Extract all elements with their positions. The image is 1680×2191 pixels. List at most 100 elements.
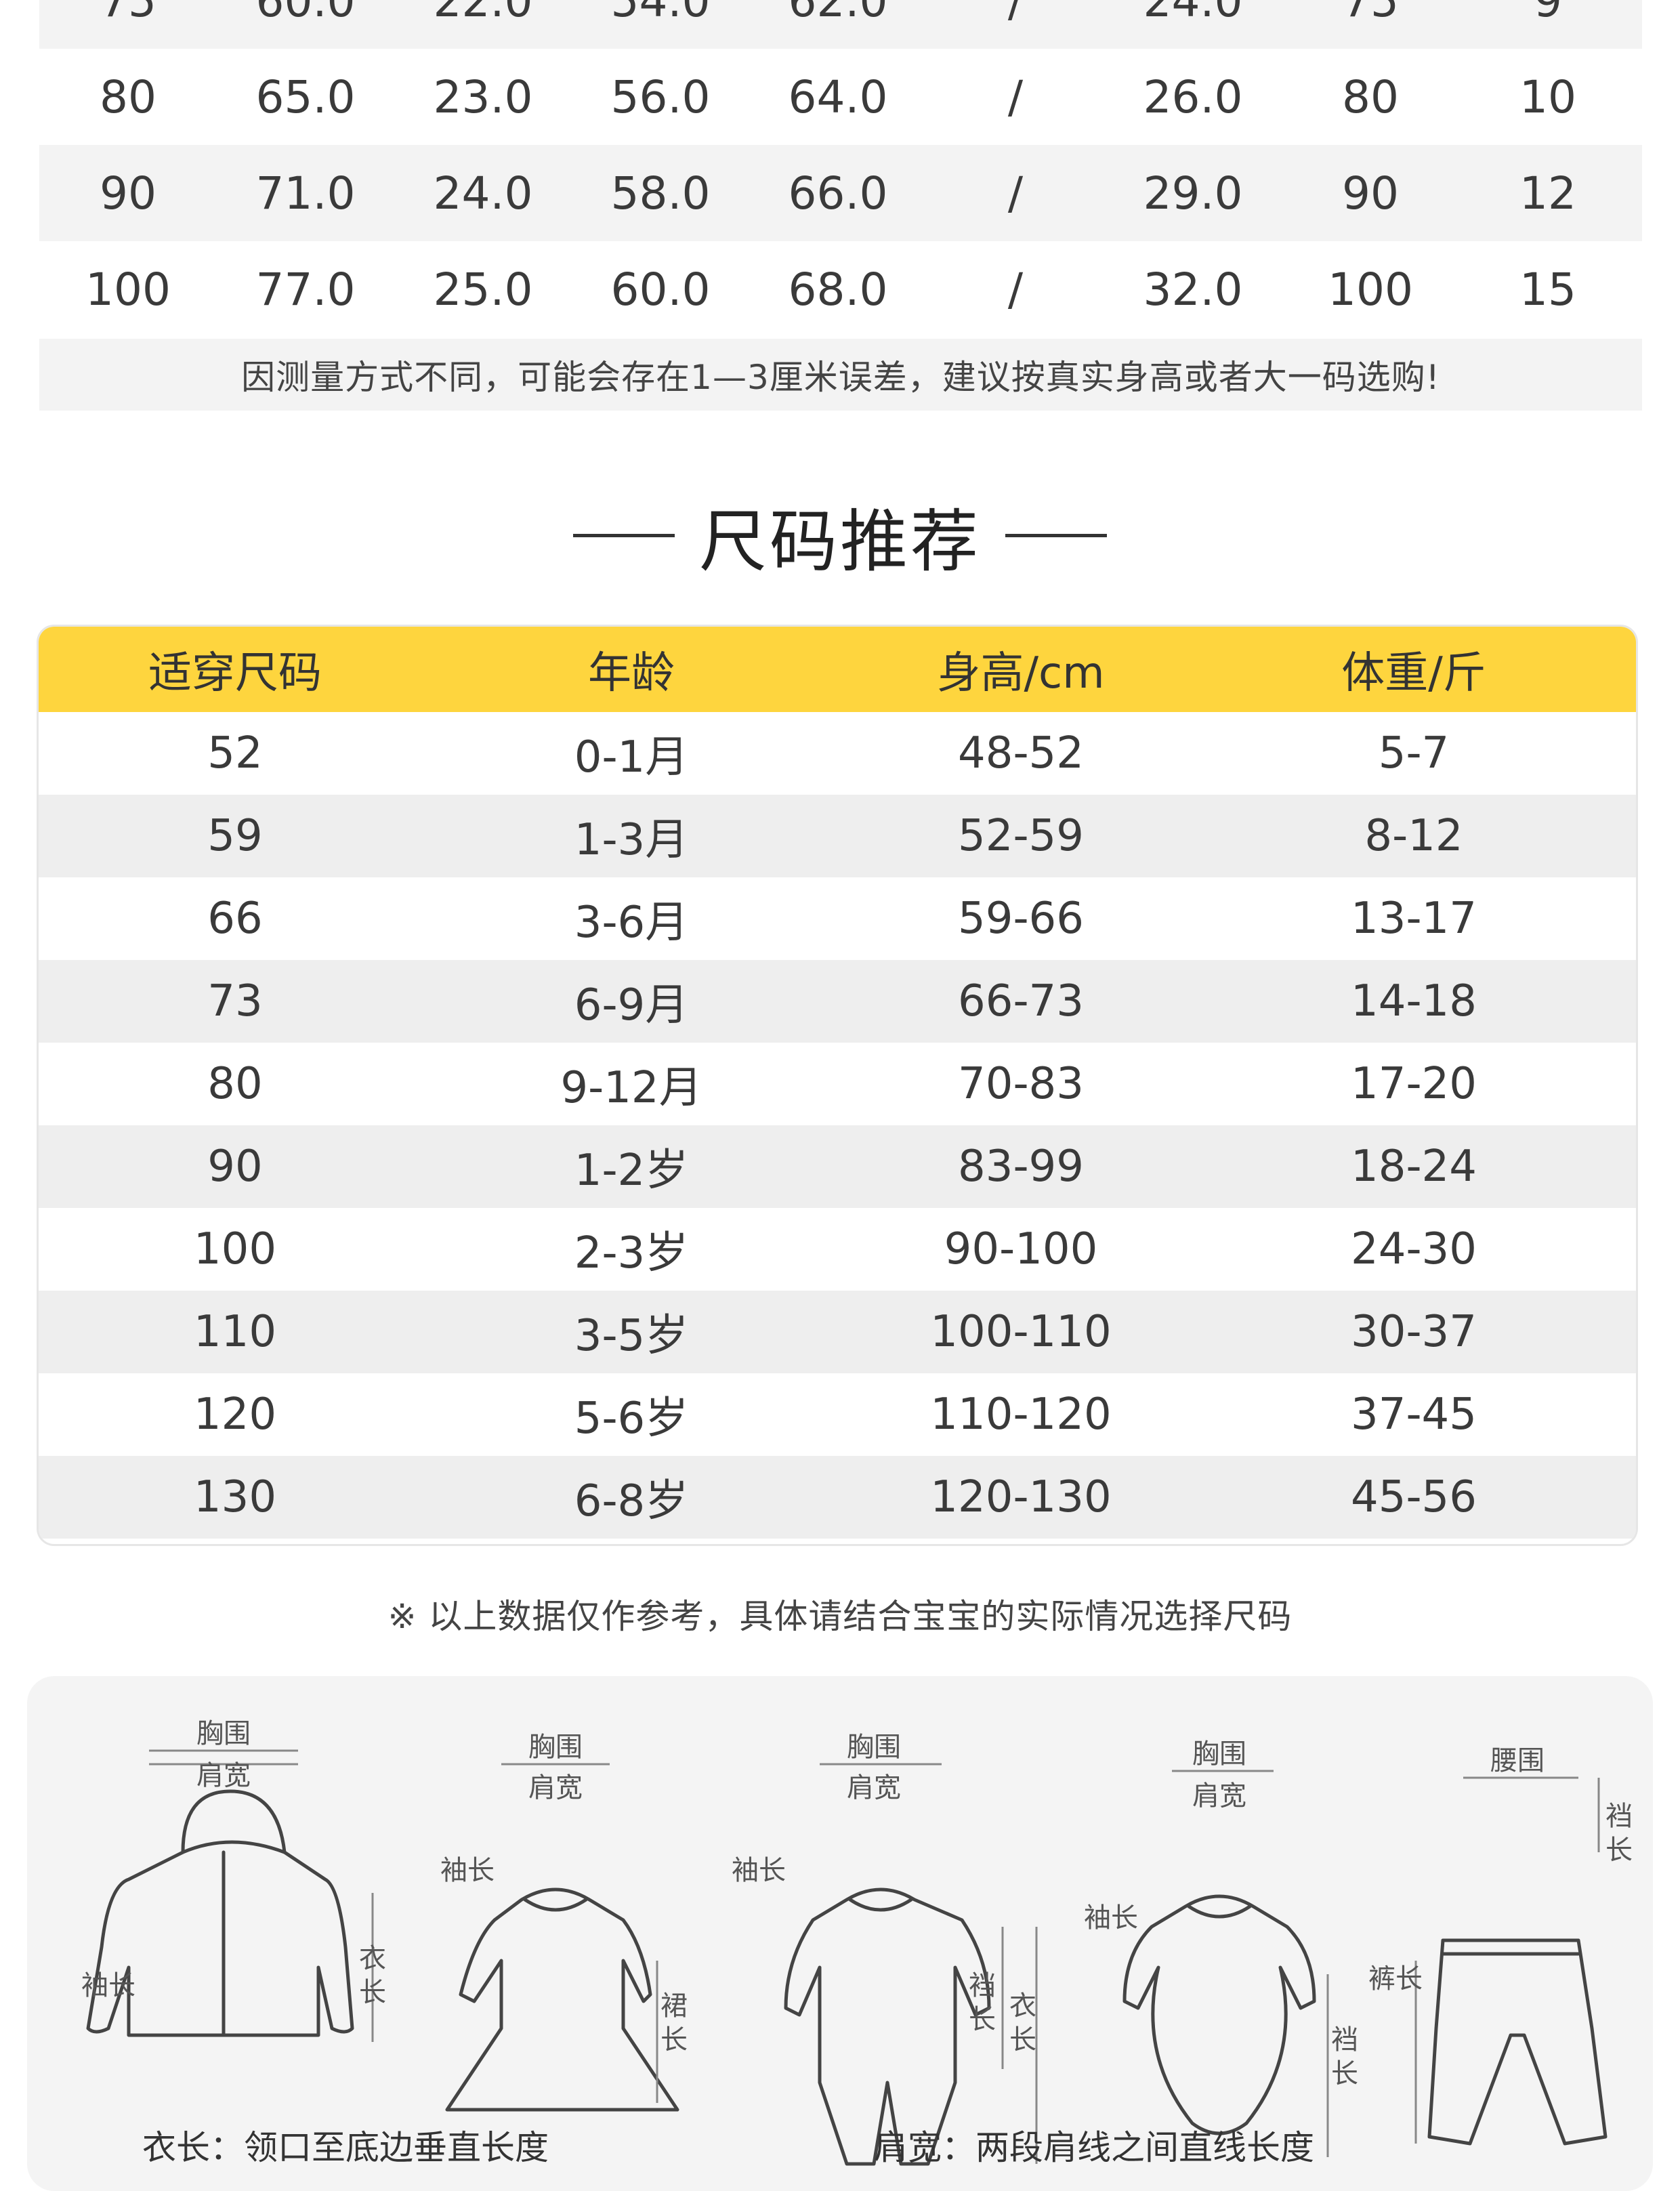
label-crotch: 长 <box>969 2004 996 2035</box>
table-cell: 1-2岁 <box>574 1146 689 1196</box>
label-chest: 胸围 <box>1192 1738 1246 1770</box>
table-cell: 6-9月 <box>574 980 689 1030</box>
header-cell: 年龄 <box>588 648 675 698</box>
table-cell: 17-20 <box>1351 1059 1477 1109</box>
table-row: 80 9-12月 70-83 17-20 <box>39 1043 1636 1125</box>
table-cell: 1-3月 <box>574 815 689 865</box>
table-cell: 32.0 <box>1143 263 1243 316</box>
label-chest: 胸围 <box>196 1718 251 1749</box>
size-recommendation-table: 适穿尺码 年龄 身高/cm 体重/斤 52 0-1月 48-52 5-7 59 1-3月 5… <box>37 625 1638 1546</box>
measurement-table: 75 60.0 22.0 54.0 62.0 / 24.0 75 9 80 65… <box>39 0 1642 337</box>
header-cell: 体重/斤 <box>1341 648 1486 698</box>
label-sleeve: 袖长 <box>732 1855 786 1886</box>
table-cell: / <box>1007 0 1024 27</box>
label-crotch: 裆 <box>969 1970 996 2001</box>
measurement-diagrams: 胸围 肩宽 袖长 衣 长 胸围 肩宽 袖长 裙 长 胸围 肩宽 袖长 裆 长 衣… <box>27 1676 1653 2191</box>
table-cell: 29.0 <box>1143 167 1243 220</box>
table-body: 52 0-1月 48-52 5-7 59 1-3月 52-59 8-12 66 3-6月 59-66… <box>39 712 1636 1539</box>
section-title-text: 尺码推荐 <box>699 501 981 581</box>
label-skirt: 长 <box>660 2024 688 2056</box>
table-cell: 66 <box>207 894 263 944</box>
table-row: 52 0-1月 48-52 5-7 <box>39 712 1636 795</box>
section-title: 尺码推荐 <box>0 488 1680 583</box>
label-shoulder: 肩宽 <box>1192 1780 1246 1812</box>
table-cell: 22.0 <box>433 0 533 27</box>
table-cell: 90 <box>207 1142 263 1192</box>
label-shoulder: 肩宽 <box>847 1772 901 1803</box>
table-cell: 80 <box>207 1059 263 1109</box>
table-cell: 60.0 <box>610 263 711 316</box>
table-cell: 100 <box>85 263 171 316</box>
table-cell: 110 <box>193 1307 277 1357</box>
table-cell: 18-24 <box>1351 1142 1477 1192</box>
table-cell: 48-52 <box>958 728 1084 778</box>
table-row: 120 5-6岁 110-120 37-45 <box>39 1373 1636 1456</box>
table-cell: / <box>1007 70 1024 123</box>
label-chest: 胸围 <box>847 1732 901 1763</box>
table-cell: 15 <box>1519 263 1576 316</box>
label-sleeve: 袖长 <box>81 1970 135 2001</box>
table-cell: 14-18 <box>1351 976 1477 1026</box>
table-cell: 23.0 <box>433 70 533 123</box>
table-cell: 62.0 <box>788 0 888 27</box>
table-cell: / <box>1007 167 1024 220</box>
table-cell: 37-45 <box>1351 1390 1477 1440</box>
table-cell: 3-6月 <box>574 898 689 948</box>
label-waist: 腰围 <box>1490 1745 1545 1776</box>
table-cell: 0-1月 <box>574 732 689 782</box>
title-divider-right <box>1005 533 1107 537</box>
table-cell: 90 <box>100 167 156 220</box>
table-row: 73 6-9月 66-73 14-18 <box>39 960 1636 1043</box>
table-cell: 66.0 <box>788 167 888 220</box>
table-cell: 65.0 <box>255 70 356 123</box>
table-cell: 110-120 <box>930 1390 1112 1440</box>
table-cell: 59-66 <box>958 894 1084 944</box>
label-pants-length: 裤长 <box>1368 1963 1423 1995</box>
table-cell: 80 <box>1342 70 1399 123</box>
table-cell: 64.0 <box>788 70 888 123</box>
table-cell: 71.0 <box>255 167 356 220</box>
label-crotch: 长 <box>1331 2058 1358 2089</box>
label-crotch: 长 <box>1605 1835 1633 1866</box>
table-cell: / <box>1007 263 1024 316</box>
table-cell: 100-110 <box>930 1307 1112 1357</box>
label-sleeve: 袖长 <box>1084 1902 1138 1934</box>
table-cell: 100 <box>1328 263 1413 316</box>
table-cell: 75 <box>100 0 156 27</box>
table-cell: 2-3岁 <box>574 1228 689 1278</box>
table-row: 66 3-6月 59-66 13-17 <box>39 877 1636 960</box>
table-cell: 83-99 <box>958 1142 1084 1192</box>
table-cell: 9-12月 <box>560 1063 702 1113</box>
table-cell: 45-56 <box>1351 1472 1477 1522</box>
table-cell: 56.0 <box>610 70 711 123</box>
table-cell: 70-83 <box>958 1059 1084 1109</box>
label-length: 衣 <box>1009 1990 1036 2022</box>
table-cell: 3-5岁 <box>574 1311 689 1361</box>
table-cell: 52-59 <box>958 811 1084 861</box>
table-cell: 24-30 <box>1351 1224 1477 1274</box>
dress-diagram <box>445 1887 679 2112</box>
table-header-row: 适穿尺码 年龄 身高/cm 体重/斤 <box>39 627 1636 712</box>
table-cell: 13-17 <box>1351 894 1477 944</box>
table-cell: 120-130 <box>930 1472 1112 1522</box>
table-cell: 5-6岁 <box>574 1394 689 1444</box>
table-cell: 90 <box>1342 167 1399 220</box>
table-cell: 90-100 <box>944 1224 1098 1274</box>
table-cell: 25.0 <box>433 263 533 316</box>
table-cell: 77.0 <box>255 263 356 316</box>
table-cell: 75 <box>1342 0 1399 27</box>
table-cell: 9 <box>1534 0 1562 27</box>
table-cell: 100 <box>193 1224 277 1274</box>
table-row: 90 1-2岁 83-99 18-24 <box>39 1125 1636 1208</box>
table-footnote: ※ 以上数据仅作参考，具体请结合宝宝的实际情况选择尺码 <box>387 1597 1293 1636</box>
table-row: 90 71.0 24.0 58.0 66.0 / 29.0 90 12 <box>39 145 1642 241</box>
jacket-diagram <box>86 1789 354 2037</box>
table-cell: 24.0 <box>433 167 533 220</box>
label-skirt: 裙 <box>660 1990 688 2022</box>
table-cell: 120 <box>193 1390 277 1440</box>
table-row: 130 6-8岁 120-130 45-56 <box>39 1456 1636 1539</box>
table-cell: 58.0 <box>610 167 711 220</box>
table-cell: 73 <box>207 976 263 1026</box>
romper-diagram <box>784 1887 991 2166</box>
table-cell: 5-7 <box>1378 728 1450 778</box>
